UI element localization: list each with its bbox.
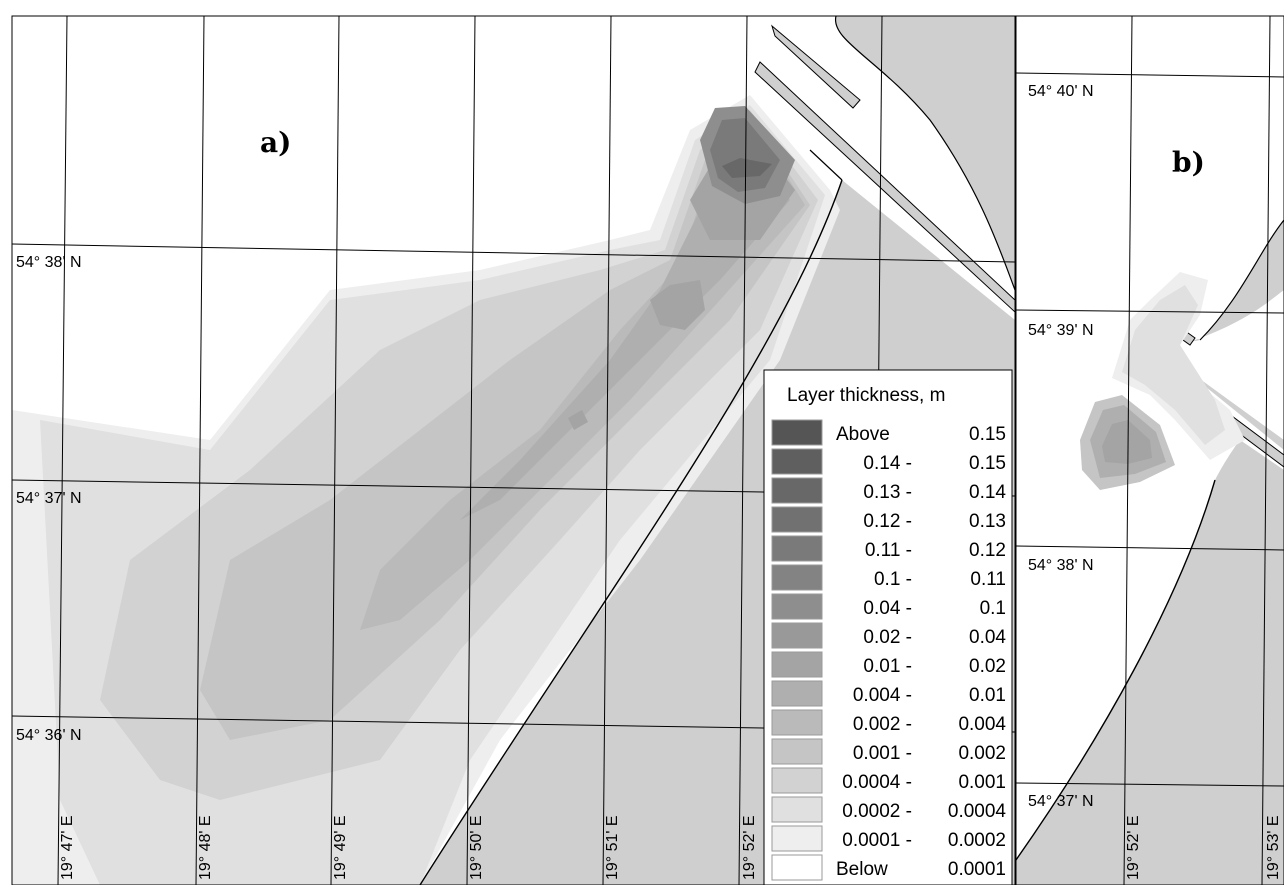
- legend-row: Below 0.0001: [771, 854, 1006, 881]
- legend-range-from: 0.1 -: [874, 569, 912, 590]
- lat-label: 54° 37' N: [1028, 793, 1094, 810]
- panel-letter: b): [1172, 146, 1205, 179]
- legend-range-to: 0.0002: [948, 830, 1006, 851]
- legend-range-to: 0.11: [970, 569, 1006, 590]
- legend-title: Layer thickness, m: [787, 385, 945, 406]
- legend-range-from: 0.0002 -: [842, 801, 912, 822]
- legend-row: 0.12 - 0.13: [771, 506, 1006, 533]
- legend-range-to: 0.12: [969, 540, 1006, 561]
- lon-label: 19° 48' E: [197, 815, 214, 880]
- legend-range-from: 0.0004 -: [842, 772, 912, 793]
- legend: Layer thickness, m Above 0.150.14 -0.150.…: [763, 369, 1013, 885]
- legend-range-to: 0.01: [969, 685, 1006, 706]
- legend-range-to: 0.0001: [948, 859, 1006, 880]
- graticule-lat: [1016, 72, 1284, 787]
- legend-swatch: [771, 419, 823, 446]
- legend-swatch: [771, 854, 823, 881]
- panel-letter: a): [260, 126, 291, 159]
- legend-range-from: Below: [836, 859, 888, 880]
- legend-range-to: 0.14: [969, 482, 1006, 503]
- map-panel-b: 54° 40' N 54° 39' N 54° 38' N 54° 37' N …: [1016, 16, 1284, 885]
- legend-swatch: [771, 738, 823, 765]
- legend-row: 0.13 - 0.14: [771, 477, 1006, 504]
- legend-swatch: [771, 767, 823, 794]
- legend-range-to: 0.15: [969, 424, 1006, 445]
- land-area: [1016, 440, 1284, 885]
- lat-label: 54° 38' N: [1028, 557, 1094, 574]
- legend-swatch: [771, 651, 823, 678]
- breakwater: [771, 24, 861, 109]
- legend-range-from: 0.14 -: [863, 453, 912, 474]
- lat-label: 54° 38' N: [16, 254, 82, 271]
- lat-label: 54° 37' N: [16, 490, 82, 507]
- legend-swatch: [771, 796, 823, 823]
- lon-label: 19° 52' E: [1125, 815, 1142, 880]
- legend-range-from: 0.04 -: [863, 598, 912, 619]
- legend-row: 0.14 - 0.15: [771, 448, 1006, 475]
- legend-range-to: 0.04: [969, 627, 1006, 648]
- lon-label: 19° 49' E: [332, 815, 349, 880]
- legend-swatch: [771, 448, 823, 475]
- lon-label: 19° 51' E: [604, 815, 621, 880]
- legend-range-to: 0.15: [969, 453, 1006, 474]
- legend-row: 0.0001 - 0.0002: [771, 825, 1006, 852]
- legend-row: 0.04 - 0.1: [771, 593, 1006, 620]
- legend-row: 0.002 - 0.004: [771, 709, 1006, 736]
- lon-label: 19° 52' E: [741, 815, 758, 880]
- oil-plume: [12, 95, 840, 885]
- graticule-lon: [1123, 16, 1271, 885]
- legend-range-from: 0.0001 -: [842, 830, 912, 851]
- legend-range-to: 0.001: [958, 772, 1006, 793]
- legend-swatch: [771, 506, 823, 533]
- legend-range-from: 0.02 -: [863, 627, 912, 648]
- legend-range-from: 0.001 -: [853, 743, 912, 764]
- map-panel-a: 54° 38' N 54° 37' N 54° 36' N 19° 47' E …: [12, 16, 1015, 885]
- legend-row: 0.1 - 0.11: [771, 564, 1006, 591]
- lon-label: 19° 50' E: [468, 815, 485, 880]
- legend-range-to: 0.13: [969, 511, 1006, 532]
- legend-row: 0.001 - 0.002: [771, 738, 1006, 765]
- lon-label: 19° 53' E: [1265, 815, 1282, 880]
- legend-swatch: [771, 709, 823, 736]
- legend-row: 0.0002 - 0.0004: [771, 796, 1007, 823]
- legend-swatch: [771, 825, 823, 852]
- legend-range-from: 0.13 -: [863, 482, 912, 503]
- legend-range-from: 0.01 -: [863, 656, 912, 677]
- legend-row: Above 0.15: [771, 419, 1006, 446]
- lat-label: 54° 40' N: [1028, 83, 1094, 100]
- legend-row: 0.11 - 0.12: [771, 535, 1006, 562]
- legend-row: 0.0004 - 0.001: [771, 767, 1006, 794]
- legend-swatch: [771, 680, 823, 707]
- legend-range-from: 0.12 -: [863, 511, 912, 532]
- legend-row: 0.01 - 0.02: [771, 651, 1006, 678]
- legend-swatch: [771, 564, 823, 591]
- legend-range-to: 0.002: [958, 743, 1006, 764]
- legend-swatch: [771, 593, 823, 620]
- legend-range-to: 0.004: [958, 714, 1006, 735]
- legend-range-from: 0.002 -: [853, 714, 912, 735]
- legend-swatch: [771, 477, 823, 504]
- legend-range-from: Above: [836, 424, 890, 445]
- legend-swatch: [771, 622, 823, 649]
- legend-range-to: 0.1: [980, 598, 1006, 619]
- legend-range-from: 0.004 -: [853, 685, 912, 706]
- lon-label: 19° 47' E: [59, 815, 76, 880]
- legend-range-to: 0.02: [969, 656, 1006, 677]
- legend-range-from: 0.11 -: [865, 540, 912, 561]
- lat-label: 54° 36' N: [16, 727, 82, 744]
- land-area: [1016, 16, 1284, 342]
- legend-range-to: 0.0004: [948, 801, 1007, 822]
- legend-row: 0.02 - 0.04: [771, 622, 1006, 649]
- legend-swatch: [771, 535, 823, 562]
- legend-row: 0.004 - 0.01: [771, 680, 1006, 707]
- breakwater: [754, 61, 1015, 313]
- lat-label: 54° 39' N: [1028, 322, 1094, 339]
- land-area: [835, 16, 1015, 290]
